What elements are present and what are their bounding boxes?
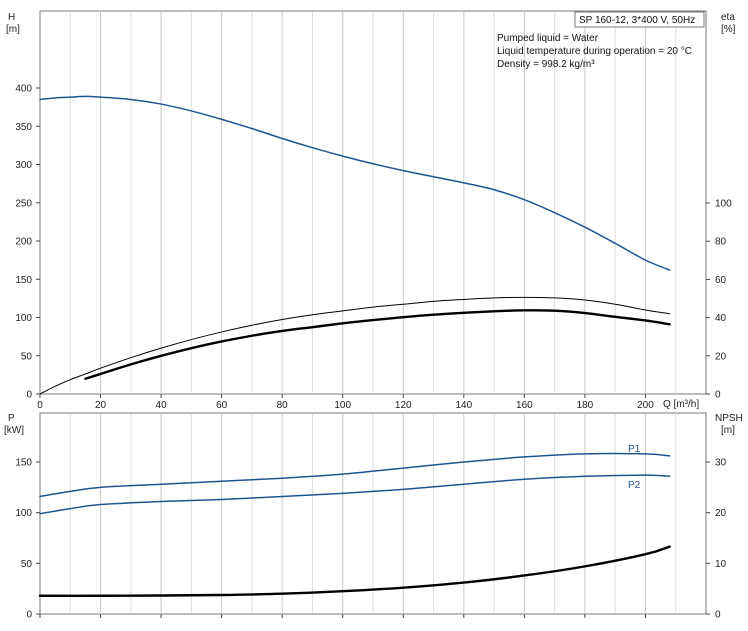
top-right-tick-label-100: 100 (715, 199, 732, 210)
x-tick-label-100: 100 (334, 400, 351, 411)
x-tick-label-40: 40 (156, 400, 168, 411)
top-right-tick-label-80: 80 (715, 237, 727, 248)
annotation-density: Density = 998.2 kg/m³ (497, 59, 595, 70)
bottom-curves (38, 452, 671, 597)
flow-axis-title: Q [m³/h] (663, 399, 699, 410)
bot-right-tick-label-10: 10 (715, 559, 727, 570)
top-left-tick-label-0: 0 (26, 390, 32, 401)
npsh-axis: 0 10 20 30 (706, 458, 727, 621)
bot-left-tick-label-150: 150 (15, 458, 32, 469)
npsh-axis-unit: [m] (721, 425, 735, 436)
bot-left-tick-label-100: 100 (15, 508, 32, 519)
top-left-tick-label-300: 300 (15, 160, 32, 171)
x-tick-label-0: 0 (37, 400, 43, 411)
top-right-tick-label-40: 40 (715, 313, 727, 324)
pump-title-box (574, 11, 705, 28)
top-left-tick-label-100: 100 (15, 313, 32, 324)
top-right-tick-label-0: 0 (715, 390, 721, 401)
x-tick-label-60: 60 (216, 400, 228, 411)
efficiency-axis: 0 20 40 60 80 100 (706, 199, 732, 401)
annotation-temperature: Liquid temperature during operation = 20… (497, 46, 692, 57)
bot-left-tick-label-50: 50 (21, 559, 33, 570)
p1-curve-label: P1 (628, 444, 641, 455)
power-axis: 0 50 100 150 (15, 458, 40, 621)
top-right-tick-label-60: 60 (715, 275, 727, 286)
bot-left-tick-label-0: 0 (26, 610, 32, 621)
flow-axis: 0 20 40 60 80 100 120 140 160 180 200 (37, 394, 654, 411)
efficiency-axis-unit: [%] (721, 24, 736, 35)
curve-P1 (39, 452, 671, 498)
top-right-tick-label-20: 20 (715, 351, 727, 362)
x-tick-label-140: 140 (455, 400, 472, 411)
top-left-tick-label-50: 50 (21, 351, 33, 362)
curve-head (39, 95, 671, 271)
head-axis-title: H (8, 12, 15, 23)
npsh-axis-title: NPSH (715, 413, 743, 424)
top-left-tick-label-350: 350 (15, 122, 32, 133)
x-tick-label-180: 180 (577, 400, 594, 411)
head-efficiency-panel: 0 50 100 150 200 250 300 350 400 0 20 40 60 80 100 0 2… (6, 10, 736, 411)
efficiency-axis-title: eta (721, 12, 735, 23)
x-tick-label-80: 80 (277, 400, 289, 411)
top-curves (39, 95, 671, 395)
power-axis-title: P (8, 413, 15, 424)
curve-eta-thin (39, 296, 671, 395)
head-axis-unit: [m] (6, 24, 20, 35)
power-axis-unit: [kW] (4, 425, 24, 436)
top-left-tick-label-250: 250 (15, 198, 32, 209)
x-tick-label-200: 200 (637, 400, 654, 411)
x-tick-label-120: 120 (395, 400, 412, 411)
head-axis: 0 50 100 150 200 250 300 350 400 (15, 84, 40, 401)
annotation-liquid: Pumped liquid = Water (497, 33, 599, 44)
power-npsh-panel: 0 50 100 150 0 10 20 30 P [kW] NPSH [m] P1 P2 (4, 412, 743, 621)
pump-title: SP 160-12, 3*400 V, 50Hz (579, 15, 695, 26)
curve-eta-bold (84, 309, 671, 380)
bot-right-tick-label-20: 20 (715, 508, 727, 519)
top-left-tick-label-200: 200 (15, 237, 32, 248)
bot-right-tick-label-30: 30 (715, 458, 727, 469)
bottom-grid (39, 413, 677, 618)
x-tick-label-160: 160 (516, 400, 533, 411)
top-left-tick-label-400: 400 (15, 84, 32, 95)
x-tick-label-20: 20 (95, 400, 107, 411)
bot-right-tick-label-0: 0 (715, 610, 721, 621)
top-left-tick-label-150: 150 (15, 275, 32, 286)
curve-npsh (38, 545, 671, 597)
curve-P2 (39, 474, 671, 515)
p2-curve-label: P2 (628, 480, 641, 491)
